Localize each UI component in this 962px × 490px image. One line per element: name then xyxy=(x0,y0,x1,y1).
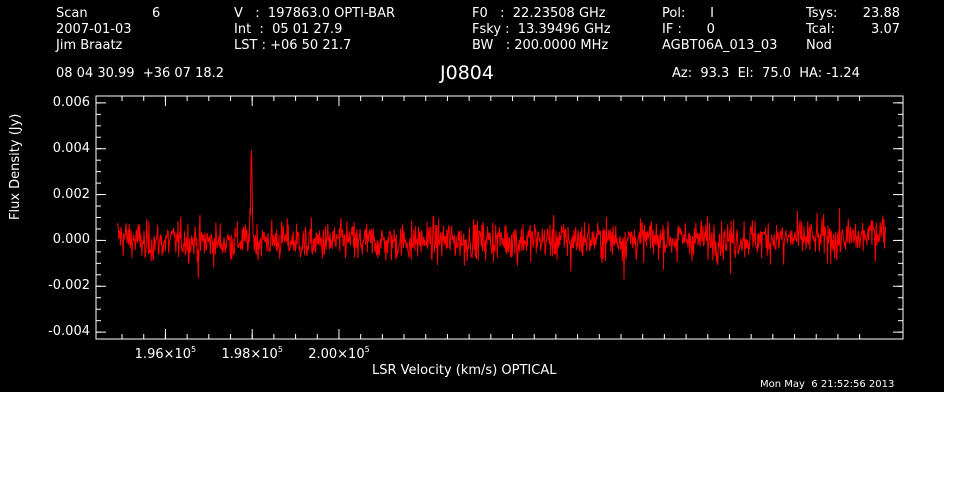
y-tick-label: -0.002 xyxy=(48,278,90,294)
header-tsys-value: 23.88 xyxy=(862,6,900,21)
y-tick-label: -0.004 xyxy=(48,324,90,340)
x-tick-label: 1.98×105 xyxy=(221,345,283,362)
header-project: AGBT06A_013_03 xyxy=(662,38,778,53)
spectrum-chart xyxy=(95,95,904,340)
y-tick-label: 0.004 xyxy=(52,140,90,156)
header-fsky: Fsky : 13.39496 GHz xyxy=(472,22,611,37)
timestamp: Mon May 6 21:52:56 2013 xyxy=(760,379,895,390)
header-observer: Jim Braatz xyxy=(56,38,123,53)
header-pointing: Az: 93.3 El: 75.0 HA: -1.24 xyxy=(672,66,860,81)
header-tcal-value: 3.07 xyxy=(871,22,900,37)
y-tick-label: 0.006 xyxy=(52,94,90,110)
header-integration: Int : 05 01 27.9 xyxy=(234,22,343,37)
header-lst: LST : +06 50 21.7 xyxy=(234,38,352,53)
x-tick-label: 2.00×105 xyxy=(308,345,370,362)
header-velocity: V : 197863.0 OPTI-BAR xyxy=(234,6,396,21)
header-coordinates: 08 04 30.99 +36 07 18.2 xyxy=(56,66,225,81)
plot-frame xyxy=(95,95,904,340)
chart-title: J0804 xyxy=(440,62,494,84)
y-tick-label: 0.000 xyxy=(52,232,90,248)
header-if: IF : 0 xyxy=(662,22,715,37)
header-tsys-label: Tsys: xyxy=(806,6,838,21)
x-axis-label: LSR Velocity (km/s) OPTICAL xyxy=(372,363,557,378)
header-f0: F0 : 22.23508 GHz xyxy=(472,6,606,21)
spectrum-trace xyxy=(117,149,887,280)
header-mode: Nod xyxy=(806,38,832,53)
header-date: 2007-01-03 xyxy=(56,22,132,37)
header-tcal-label: Tcal: xyxy=(806,22,835,37)
plot-canvas xyxy=(0,0,944,392)
header-pol: Pol: I xyxy=(662,6,714,21)
header-bw: BW : 200.0000 MHz xyxy=(472,38,609,53)
header-scan-number: 6 xyxy=(152,6,161,21)
header-scan-label: Scan xyxy=(56,6,88,21)
y-tick-label: 0.002 xyxy=(52,186,90,202)
x-tick-label: 1.96×105 xyxy=(134,345,197,362)
